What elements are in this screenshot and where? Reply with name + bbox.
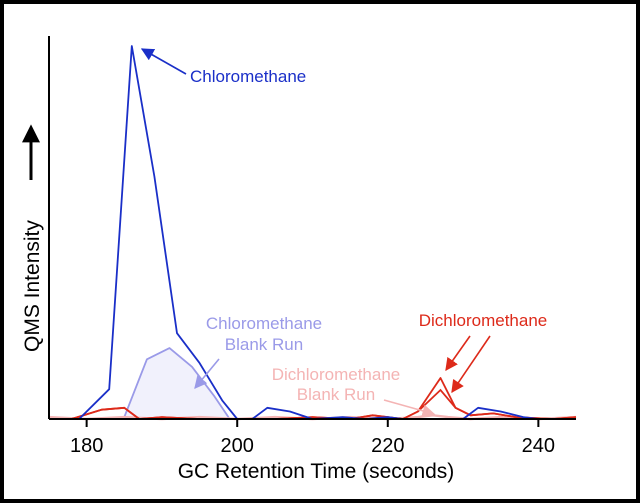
x-ticks: 180 200 220 240 xyxy=(70,419,555,457)
dichloromethane-label: Dichloromethane xyxy=(419,311,548,330)
dichloromethane-blank-label-line1: Dichloromethane xyxy=(272,365,401,384)
annotation-dichloromethane-blank: Dichloromethane Blank Run xyxy=(272,365,436,418)
dichloromethane-blank-arrow-icon xyxy=(383,399,436,418)
chloromethane-blank-label-line1: Chloromethane xyxy=(206,314,322,333)
annotation-dichloromethane: Dichloromethane xyxy=(419,311,548,394)
chloromethane-blank-arrow-icon xyxy=(194,358,220,389)
x-tick-label-240: 240 xyxy=(522,435,555,457)
series-area-chloromethane-blank-run xyxy=(49,348,245,419)
annotation-chloromethane-blank: Chloromethane Blank Run xyxy=(194,314,322,389)
x-tick-label-200: 200 xyxy=(221,435,254,457)
dichloromethane-arrow-icon-1 xyxy=(445,335,471,372)
chromatogram-chart: 180 200 220 240 GC Retention Time (seconds)… xyxy=(21,36,577,483)
dichloromethane-blank-label-line2: Blank Run xyxy=(297,385,375,404)
y-axis-label: QMS Intensity xyxy=(21,220,44,352)
chloromethane-arrow-icon xyxy=(140,48,187,75)
series-layer xyxy=(48,45,577,421)
chloromethane-label: Chloromethane xyxy=(190,67,306,86)
x-tick-label-180: 180 xyxy=(70,435,103,457)
chart-frame: 180 200 220 240 GC Retention Time (seconds)… xyxy=(4,4,636,499)
annotation-chloromethane: Chloromethane xyxy=(140,48,306,86)
x-tick-label-220: 220 xyxy=(371,435,404,457)
dichloromethane-arrow-icon-2 xyxy=(451,335,491,394)
chloromethane-blank-label-line2: Blank Run xyxy=(225,335,303,354)
x-axis-label: GC Retention Time (seconds) xyxy=(178,460,455,483)
